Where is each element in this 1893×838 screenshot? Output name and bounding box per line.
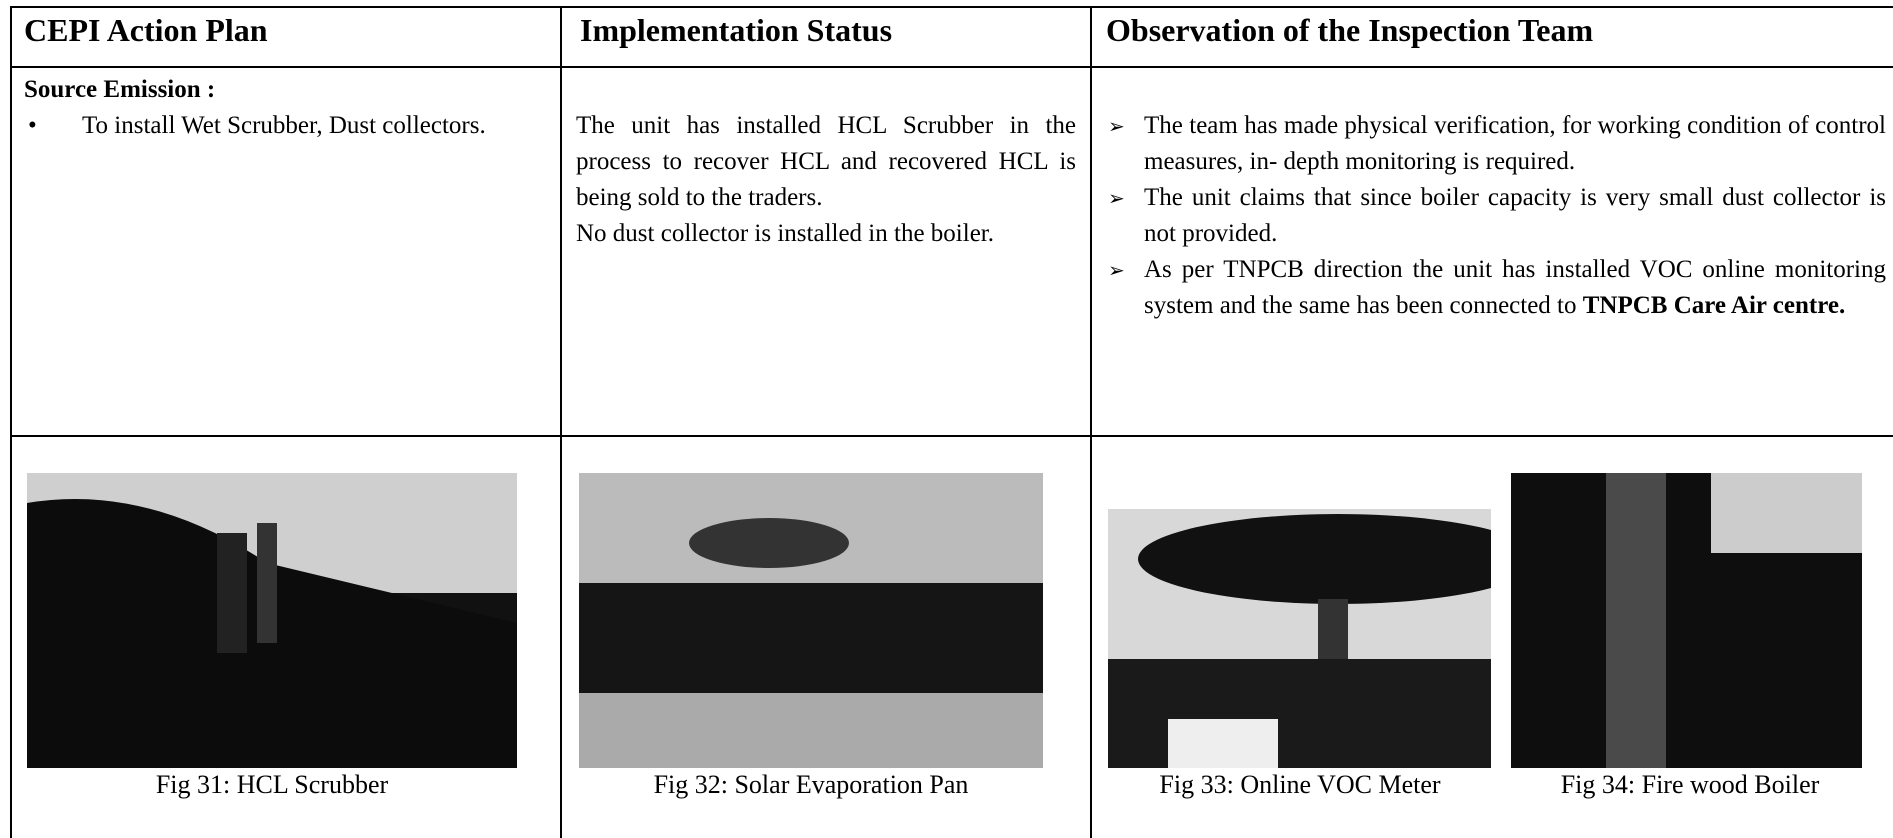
observation-text: As per TNPCB direction the unit has inst…	[1144, 256, 1886, 319]
status-cell: The unit has installed HCL Scrubber in t…	[576, 108, 1076, 252]
figure-caption: Fig 33: Online VOC Meter	[1159, 770, 1441, 799]
photo-voc-meter	[1108, 509, 1491, 768]
column-header: Observation of the Inspection Team	[1106, 12, 1594, 48]
table-border	[560, 6, 562, 838]
table-border	[10, 435, 1893, 437]
figure-caption: Fig 34: Fire wood Boiler	[1560, 770, 1820, 799]
table-border	[1090, 6, 1092, 838]
paragraph: No dust collector is installed in the bo…	[576, 220, 994, 247]
photo-hcl-scrubber	[27, 473, 517, 768]
section-heading: Source Emission :	[24, 76, 216, 103]
observation-emphasis: TNPCB Care Air centre.	[1582, 292, 1846, 319]
table-border	[10, 66, 1893, 68]
observation-item: As per TNPCB direction the unit has inst…	[1106, 252, 1886, 324]
paragraph: The unit has installed HCL Scrubber in t…	[576, 112, 1076, 211]
bullet-list: To install Wet Scrubber, Dust collectors…	[24, 108, 548, 144]
figure-caption: Fig 32: Solar Evaporation Pan	[653, 770, 969, 799]
arrow-list: The team has made physical verification,…	[1106, 108, 1886, 324]
figure-caption: Fig 31: HCL Scrubber	[155, 770, 389, 799]
observation-cell: The team has made physical verification,…	[1106, 108, 1886, 324]
bullet-item: To install Wet Scrubber, Dust collectors…	[24, 108, 548, 144]
observation-item: The team has made physical verification,…	[1106, 108, 1886, 180]
observation-item: The unit claims that since boiler capaci…	[1106, 180, 1886, 252]
table-border	[10, 6, 12, 838]
action-plan-cell: Source Emission : To install Wet Scrubbe…	[24, 72, 548, 144]
table-border	[10, 6, 1893, 8]
column-header: Implementation Status	[580, 12, 893, 48]
photo-firewood-boiler	[1511, 473, 1862, 768]
photo-evaporation-pan	[579, 473, 1043, 768]
column-header: CEPI Action Plan	[24, 12, 268, 48]
